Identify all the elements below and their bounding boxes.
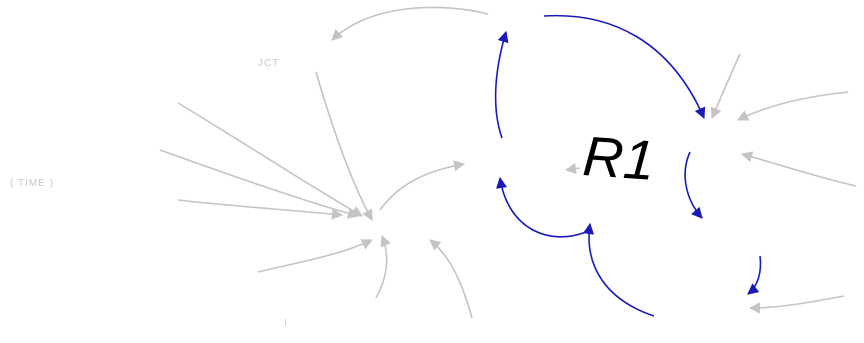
link-jct-to-hub bbox=[315, 71, 373, 221]
link-bottom-up-1 bbox=[375, 234, 391, 299]
loop-link-lower-right bbox=[747, 255, 762, 295]
link-bottom-up-2 bbox=[429, 239, 473, 319]
reinforcing-loop-label: R1 bbox=[580, 124, 657, 192]
link-right-bottom bbox=[748, 295, 845, 314]
link-left-1 bbox=[177, 102, 363, 217]
link-bottom-left bbox=[257, 239, 374, 273]
link-top-arc bbox=[331, 6, 489, 41]
variable-label-time: ( TIME ) bbox=[10, 178, 54, 189]
loop-link-up bbox=[494, 30, 509, 139]
loop-link-bottom-left bbox=[496, 176, 587, 238]
loop-link-right-down bbox=[684, 151, 703, 219]
loop-links bbox=[494, 14, 762, 317]
link-left-2 bbox=[159, 149, 360, 219]
link-right-2 bbox=[740, 151, 857, 187]
link-left-3 bbox=[177, 199, 344, 220]
loop-link-bottom-up bbox=[583, 222, 655, 317]
variable-label-jct: JCT bbox=[258, 58, 280, 69]
link-right-1 bbox=[736, 91, 849, 121]
link-right-top bbox=[710, 53, 741, 120]
loop-link-top-right bbox=[543, 14, 706, 120]
link-hub-to-center bbox=[379, 160, 466, 211]
link-label-to-node bbox=[564, 163, 581, 175]
variable-label-i: I bbox=[284, 318, 288, 329]
context-links bbox=[159, 6, 857, 319]
